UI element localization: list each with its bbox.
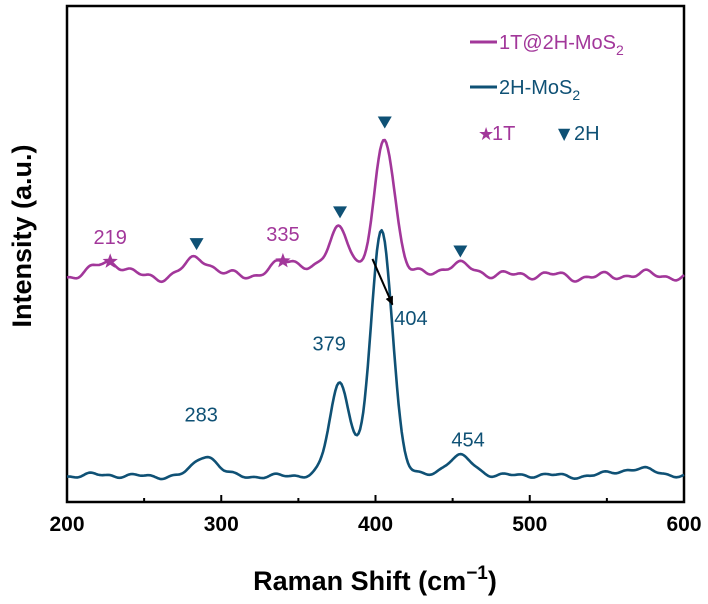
x-axis-title: Raman Shift (cm−1)	[253, 563, 497, 596]
peak-marker-triangle-icon	[189, 238, 204, 251]
annotation-379: 379	[313, 334, 346, 356]
peak-marker-triangle-icon	[453, 245, 468, 258]
annotation-335: 335	[266, 224, 299, 246]
x-tick-label-300: 300	[204, 513, 239, 536]
peak-marker-triangle-icon	[333, 206, 348, 219]
legend-label-2h-mos2: 2H-MoS2	[499, 77, 580, 103]
x-axis-ticks	[66, 495, 685, 502]
legend-star-icon: ★	[478, 124, 494, 145]
x-tick-label-500: 500	[512, 513, 547, 536]
legend-label-1t: 1T	[492, 123, 515, 145]
legend-label-2h: 2H	[574, 123, 600, 145]
x-tick-label-400: 400	[358, 513, 393, 536]
y-axis-title: Intensity (a.u.)	[7, 144, 37, 327]
peak-marker-star-icon	[275, 252, 291, 268]
peak-marker-star-icon	[102, 253, 118, 268]
annotation-219: 219	[94, 227, 127, 249]
annotation-404: 404	[394, 308, 427, 330]
peak-shift-arrow	[371, 258, 394, 306]
peak-annotations: 219 335 283 379 404 454	[94, 224, 485, 451]
legend-label-1t2h-mos2: 1T@2H-MoS2	[499, 32, 624, 58]
x-axis-tick-labels: 200 300 400 500 600	[49, 513, 701, 536]
annotation-454: 454	[451, 429, 484, 451]
annotation-283: 283	[185, 405, 218, 427]
series-line-1t2h-mos2	[66, 138, 685, 284]
peak-markers	[102, 116, 468, 268]
x-tick-label-200: 200	[49, 513, 84, 536]
legend: 1T@2H-MoS2 2H-MoS2 ★ 1T ▼ 2H	[470, 32, 624, 145]
legend-triangle-icon: ▼	[558, 124, 571, 143]
peak-marker-triangle-icon	[377, 116, 392, 129]
x-tick-label-600: 600	[666, 513, 701, 536]
